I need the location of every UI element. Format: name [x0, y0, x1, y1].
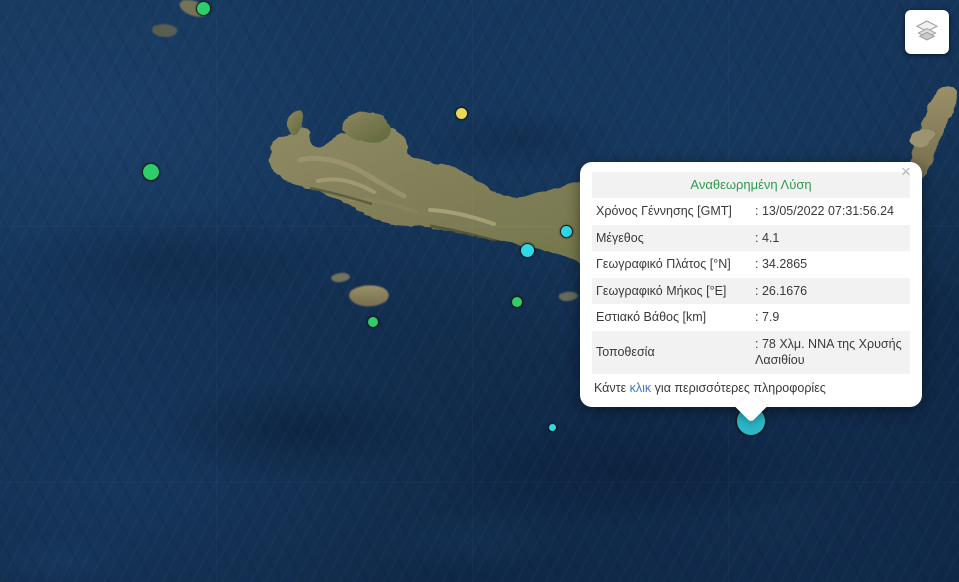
quake-marker-yellow-1[interactable]	[454, 106, 468, 120]
layers-control-button[interactable]	[905, 10, 949, 54]
earthquake-info-popup[interactable]: × Αναθεωρημένη Λύση Χρόνος Γέννησης [GMT…	[580, 162, 922, 423]
table-row: Μέγεθος : 4.1	[592, 224, 910, 251]
detail-value: : 34.2865	[755, 257, 808, 271]
detail-label: Γεωγραφικό Πλάτος [°N]	[596, 257, 731, 271]
detail-label: Εστιακό Βάθος [km]	[596, 310, 707, 324]
popup-footer: Κάντε κλικ για περισσότερες πληροφορίες	[592, 373, 910, 403]
close-icon[interactable]: ×	[901, 162, 911, 181]
layers-icon	[915, 18, 939, 47]
detail-value: : 13/05/2022 07:31:56.24	[755, 204, 895, 218]
table-row: Γεωγραφικό Μήκος [°E] : 26.1676	[592, 277, 910, 304]
footer-text-after: για περισσότερες πληροφορίες	[651, 380, 826, 395]
table-row: Χρόνος Γέννησης [GMT] : 13/05/2022 07:31:…	[592, 198, 910, 225]
detail-label: Χρόνος Γέννησης [GMT]	[596, 204, 732, 218]
quake-marker-green-3[interactable]	[511, 296, 523, 308]
quake-marker-cyan-1[interactable]	[559, 224, 573, 238]
detail-value: : 26.1676	[755, 283, 808, 298]
detail-label: Μέγεθος	[596, 230, 644, 245]
detail-value: : 4.1	[755, 230, 780, 245]
footer-text-before: Κάντε	[594, 380, 630, 395]
detail-value: : 78 Χλμ. ΝΝΑ της Χρυσής Λασιθίου	[755, 336, 902, 368]
more-info-link[interactable]: κλικ	[629, 380, 652, 395]
earthquake-details-table: Χρόνος Γέννησης [GMT] : 13/05/2022 07:31:…	[592, 198, 910, 374]
table-row: Εστιακό Βάθος [km] : 7.9	[592, 304, 910, 331]
quake-marker-cyan-3[interactable]	[519, 242, 535, 258]
detail-label: Τοποθεσία	[596, 344, 655, 359]
quake-marker-green-4[interactable]	[367, 316, 379, 328]
detail-label: Γεωγραφικό Μήκος [°E]	[596, 283, 727, 298]
table-row: Τοποθεσία : 78 Χλμ. ΝΝΑ της Χρυσής Λασιθί…	[592, 330, 910, 374]
quake-marker-cyan-4[interactable]	[547, 422, 557, 432]
quake-marker-green-2[interactable]	[142, 163, 160, 181]
table-row: Γεωγραφικό Πλάτος [°N] : 34.2865	[592, 251, 910, 278]
detail-value: : 7.9	[755, 310, 780, 324]
popup-title: Αναθεωρημένη Λύση	[592, 172, 910, 198]
quake-marker-green-1[interactable]	[195, 0, 211, 16]
